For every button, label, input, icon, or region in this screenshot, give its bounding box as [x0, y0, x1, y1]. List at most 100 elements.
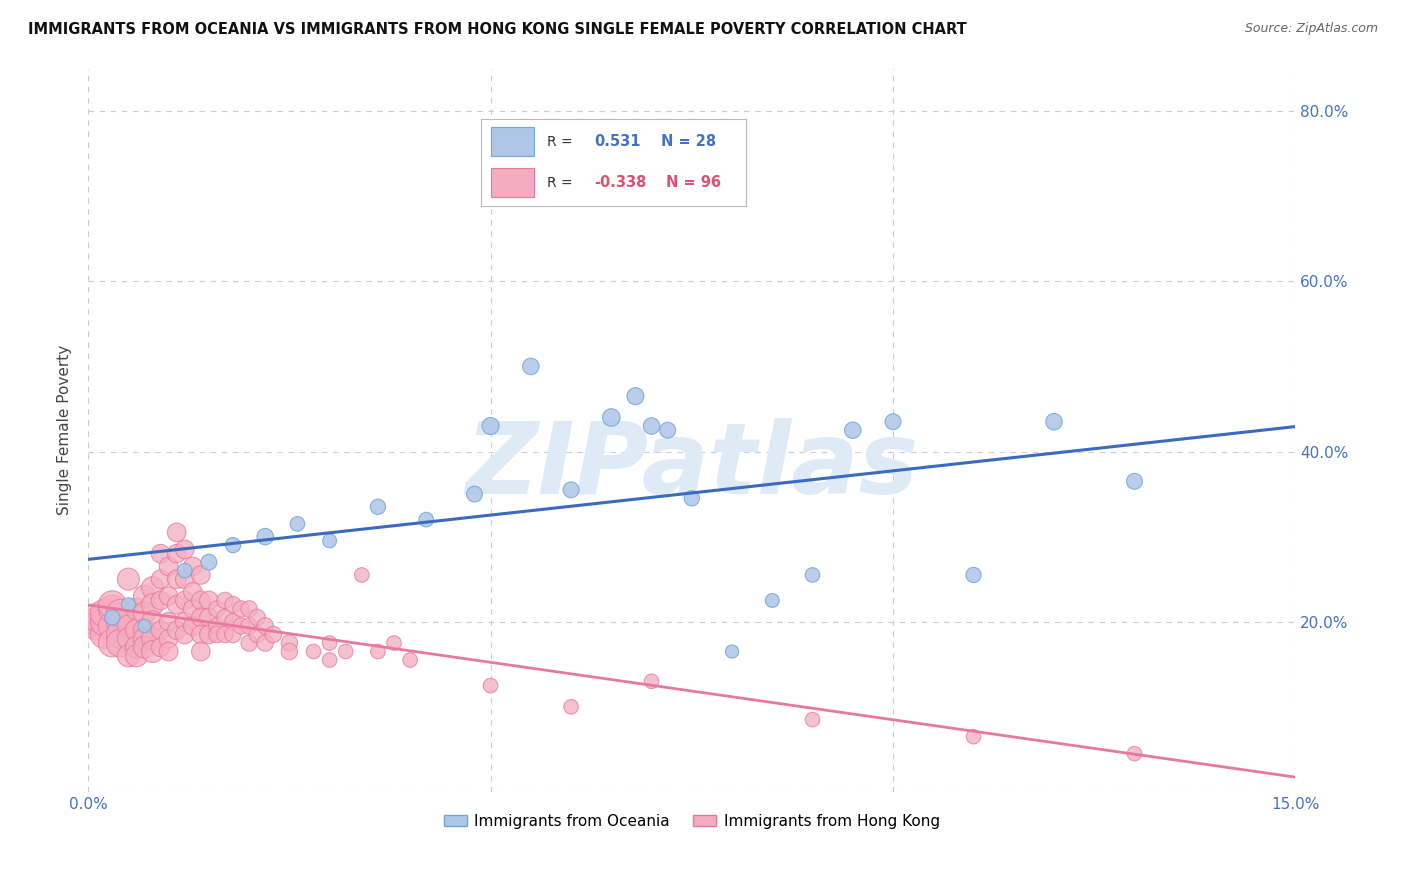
Point: [198, 593, 221, 607]
Point: [101, 602, 124, 616]
Point: [463, 487, 485, 501]
Point: [157, 644, 180, 658]
Point: [173, 572, 195, 586]
Point: [101, 636, 124, 650]
Point: [181, 585, 204, 599]
Point: [166, 598, 188, 612]
Point: [190, 568, 212, 582]
Point: [125, 602, 148, 616]
Point: [110, 636, 132, 650]
Point: [134, 640, 156, 655]
Point: [198, 627, 221, 641]
Point: [520, 359, 543, 374]
Point: [278, 636, 301, 650]
Point: [125, 640, 148, 655]
Point: [222, 615, 245, 629]
Point: [761, 593, 783, 607]
Point: [141, 598, 163, 612]
Point: [624, 389, 647, 403]
Point: [149, 640, 172, 655]
Point: [141, 644, 163, 658]
Point: [214, 593, 236, 607]
Point: [110, 627, 132, 641]
Point: [600, 410, 623, 425]
Point: [801, 713, 824, 727]
Point: [157, 632, 180, 646]
Point: [181, 602, 204, 616]
Point: [134, 632, 156, 646]
Point: [1123, 475, 1146, 489]
Point: [134, 624, 156, 638]
Point: [278, 644, 301, 658]
Point: [1043, 415, 1066, 429]
Point: [350, 568, 373, 582]
Point: [229, 602, 252, 616]
Point: [181, 619, 204, 633]
Point: [367, 500, 389, 514]
Point: [134, 619, 156, 633]
Point: [93, 606, 115, 620]
Point: [190, 644, 212, 658]
Point: [173, 593, 195, 607]
Point: [117, 619, 139, 633]
Point: [181, 559, 204, 574]
Point: [318, 653, 340, 667]
Point: [157, 589, 180, 603]
Point: [190, 593, 212, 607]
Point: [287, 516, 309, 531]
Point: [254, 619, 277, 633]
Point: [205, 602, 228, 616]
Point: [962, 730, 984, 744]
Point: [117, 632, 139, 646]
Text: IMMIGRANTS FROM OCEANIA VS IMMIGRANTS FROM HONG KONG SINGLE FEMALE POVERTY CORRE: IMMIGRANTS FROM OCEANIA VS IMMIGRANTS FR…: [28, 22, 967, 37]
Point: [238, 619, 260, 633]
Point: [238, 636, 260, 650]
Point: [84, 619, 107, 633]
Point: [335, 644, 357, 658]
Point: [117, 572, 139, 586]
Text: Source: ZipAtlas.com: Source: ZipAtlas.com: [1244, 22, 1378, 36]
Point: [382, 636, 405, 650]
Point: [318, 636, 340, 650]
Point: [110, 615, 132, 629]
Point: [190, 610, 212, 624]
Point: [238, 602, 260, 616]
Point: [254, 530, 277, 544]
Y-axis label: Single Female Poverty: Single Female Poverty: [58, 345, 72, 516]
Point: [415, 513, 437, 527]
Point: [93, 615, 115, 629]
Point: [173, 615, 195, 629]
Point: [166, 572, 188, 586]
Point: [125, 648, 148, 663]
Point: [149, 624, 172, 638]
Point: [134, 589, 156, 603]
Point: [882, 415, 904, 429]
Point: [842, 423, 865, 437]
Point: [166, 624, 188, 638]
Point: [173, 564, 195, 578]
Point: [125, 624, 148, 638]
Point: [262, 627, 284, 641]
Point: [149, 547, 172, 561]
Point: [149, 572, 172, 586]
Point: [101, 619, 124, 633]
Point: [214, 627, 236, 641]
Point: [367, 644, 389, 658]
Point: [84, 615, 107, 629]
Point: [246, 627, 269, 641]
Point: [801, 568, 824, 582]
Point: [117, 598, 139, 612]
Point: [681, 491, 703, 506]
Point: [149, 593, 172, 607]
Point: [141, 632, 163, 646]
Point: [222, 627, 245, 641]
Point: [117, 648, 139, 663]
Point: [84, 610, 107, 624]
Point: [110, 606, 132, 620]
Point: [157, 559, 180, 574]
Point: [198, 555, 221, 569]
Point: [214, 610, 236, 624]
Point: [962, 568, 984, 582]
Point: [134, 606, 156, 620]
Point: [479, 419, 502, 434]
